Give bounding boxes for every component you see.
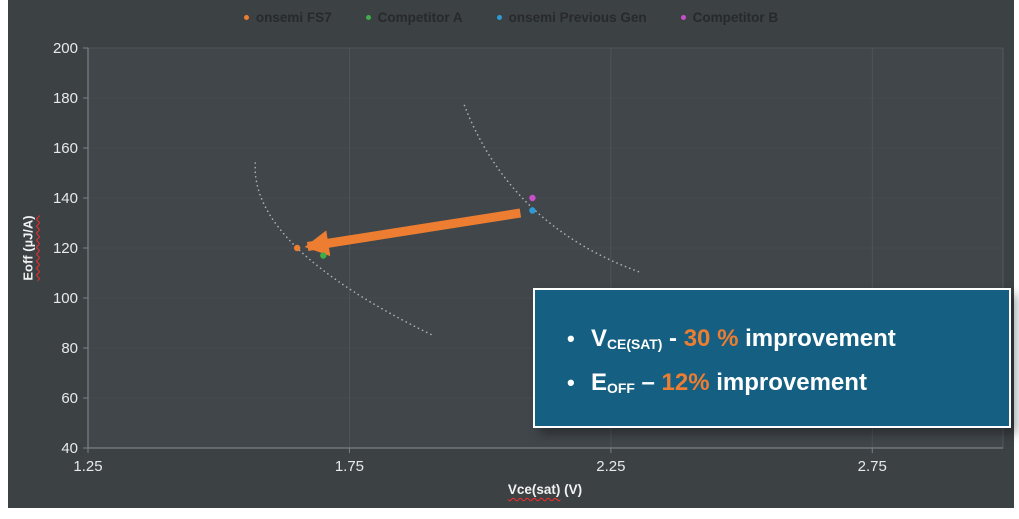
y-axis-title: Eoff (µJ/A) xyxy=(21,215,36,280)
y-tick-label: 140 xyxy=(53,190,78,207)
legend-dot-icon xyxy=(365,15,371,20)
callout-box: VCE(SAT) - 30 % improvementEOFF – 12% im… xyxy=(533,288,1011,428)
chart-legend: onsemi FS7 Competitor A onsemi Previous Ge… xyxy=(8,10,1014,25)
y-tick-label: 200 xyxy=(53,40,78,57)
x-axis-title-unit: (V) xyxy=(564,482,583,497)
legend-item-onsemi-previous-gen: onsemi Previous Gen xyxy=(496,10,647,25)
legend-label: Competitor A xyxy=(377,10,463,25)
legend-item-onsemi-fs7: onsemi FS7 xyxy=(243,10,332,25)
point-competitor-a xyxy=(320,252,327,259)
x-tick-label: 2.75 xyxy=(858,458,887,475)
tradeoff-curve xyxy=(254,162,434,337)
x-axis-title-text: Vce(sat) xyxy=(507,482,561,497)
y-tick-label: 180 xyxy=(53,90,78,107)
legend-label: onsemi FS7 xyxy=(255,10,332,25)
callout-b-highlight: 12% xyxy=(661,369,710,396)
legend-label: Competitor B xyxy=(692,10,779,25)
y-tick-label: 40 xyxy=(61,440,78,457)
legend-dot-icon xyxy=(243,15,249,20)
legend-item-competitor-b: Competitor B xyxy=(680,10,779,25)
point-onsemi-previous-gen xyxy=(529,207,536,214)
y-tick-label: 120 xyxy=(53,240,78,257)
callout-bullet-list: VCE(SAT) - 30 % improvementEOFF – 12% im… xyxy=(535,290,1009,406)
callout-b-rest: improvement xyxy=(709,369,867,396)
callout-b-rest: improvement xyxy=(738,325,896,352)
improvement-arrow xyxy=(304,208,522,257)
x-tick-label: 2.25 xyxy=(596,458,625,475)
legend-dot-icon xyxy=(680,15,686,20)
callout-b-highlight: 30 % xyxy=(683,325,739,352)
callout-b-main: V xyxy=(591,325,608,352)
point-competitor-b xyxy=(529,194,536,202)
callout-b-sep: – xyxy=(634,369,662,396)
y-axis-title-text: Eoff (µJ/A) xyxy=(20,215,36,281)
point-onsemi-fs7 xyxy=(293,244,301,252)
scatter-chart: 40 60 80 100 120 140 160 180 200 1.25 1.75 2.25 2.75 xyxy=(53,40,1004,475)
callout-b-sep: - xyxy=(662,325,684,352)
legend-dot-icon xyxy=(496,15,502,20)
y-tick-label: 60 xyxy=(61,390,78,407)
legend-label: onsemi Previous Gen xyxy=(508,10,647,25)
y-tick-label: 160 xyxy=(53,140,78,157)
slide-background: onsemi FS7 Competitor A onsemi Previous Ge… xyxy=(8,0,1014,508)
x-tick-label: 1.75 xyxy=(335,458,364,475)
callout-bullet: EOFF – 12% improvement xyxy=(565,362,1009,406)
y-tick-label: 80 xyxy=(61,340,78,357)
x-tick-label: 1.25 xyxy=(73,458,102,475)
callout-b-sub: CE(SAT) xyxy=(607,336,663,353)
legend-item-competitor-a: Competitor A xyxy=(365,10,463,25)
y-tick-label: 100 xyxy=(53,290,78,307)
callout-b-sub: OFF xyxy=(607,380,635,397)
callout-b-main: E xyxy=(591,369,608,396)
callout-bullet: VCE(SAT) - 30 % improvement xyxy=(565,318,1009,362)
x-axis-title: Vce(sat) (V) xyxy=(508,482,582,497)
